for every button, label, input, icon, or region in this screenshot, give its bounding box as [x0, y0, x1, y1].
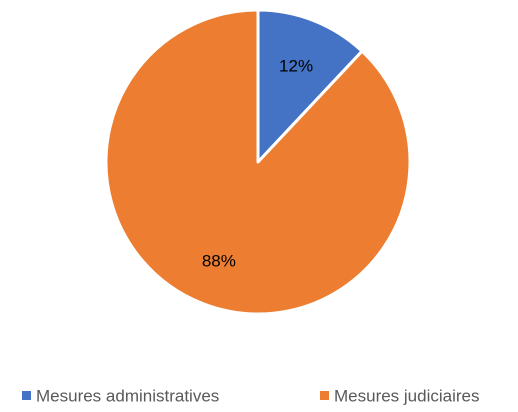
pie-data-labels: 12% 88%: [202, 56, 313, 270]
legend-swatch-2: [320, 391, 329, 400]
data-label-2: 88%: [202, 251, 236, 270]
legend-label-2: Mesures judiciaires: [334, 387, 480, 406]
legend-swatch-1: [22, 391, 31, 400]
legend-label-1: Mesures administratives: [36, 387, 219, 406]
pie-slice-2: [104, 8, 412, 316]
pie-slice-1: [256, 8, 364, 164]
data-label-1: 12%: [279, 56, 313, 75]
pie-slices: [104, 8, 412, 316]
chart-legend: Mesures administratives Mesures judiciair…: [22, 387, 480, 406]
